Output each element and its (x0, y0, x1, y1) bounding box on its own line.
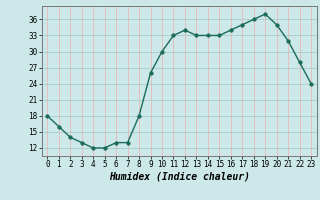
X-axis label: Humidex (Indice chaleur): Humidex (Indice chaleur) (109, 172, 250, 182)
